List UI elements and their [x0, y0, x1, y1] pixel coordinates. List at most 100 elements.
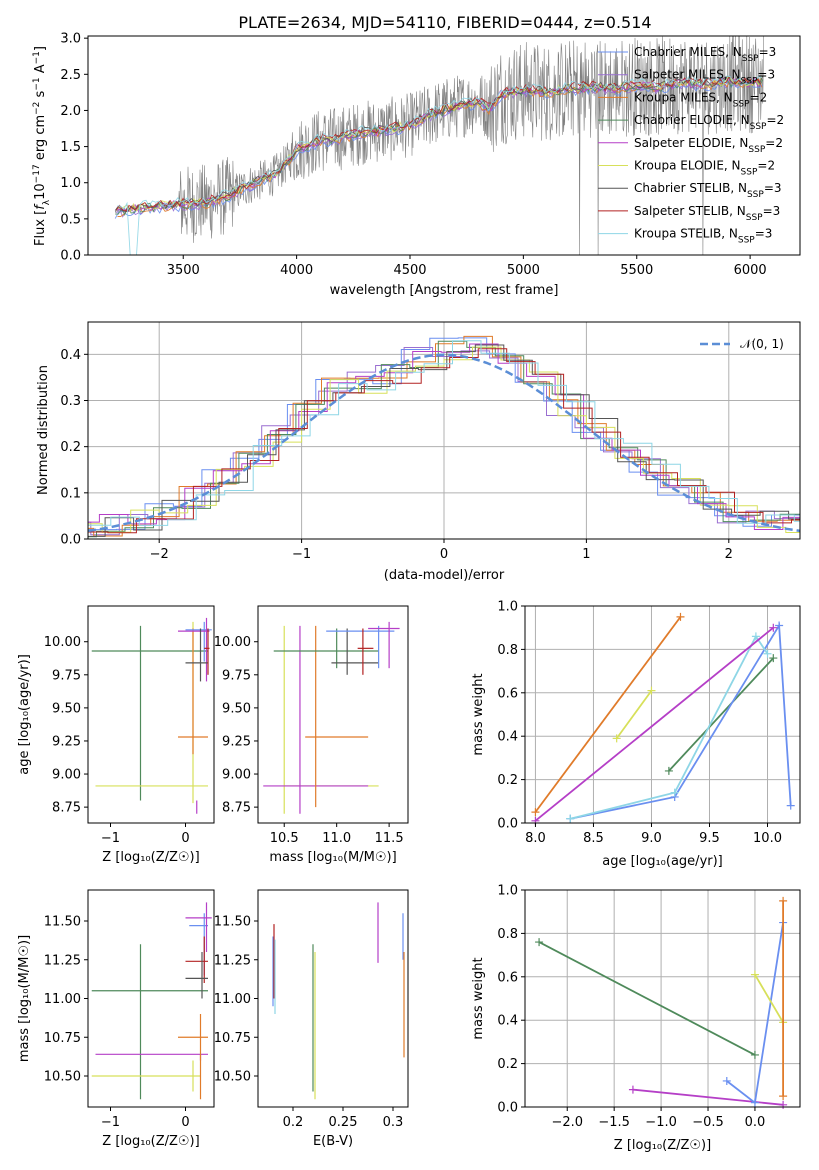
legend-label: 𝒩(0, 1) [740, 337, 784, 351]
age-vs-mass-xtick-label: 11.0 [322, 831, 351, 846]
spectrum-ytick-label: 0.5 [60, 212, 81, 227]
spectrum-xtick-label: 5000 [507, 263, 540, 278]
weight-vs-Z-point-marker [779, 896, 788, 905]
age-vs-Z-ytick-label: 9.00 [52, 768, 81, 783]
weight-vs-age-series-line [534, 616, 682, 813]
age-vs-mass-ytick-label: 9.25 [222, 734, 251, 749]
mass-vs-ebv-ytick-label: 11.50 [214, 915, 251, 930]
weight-vs-Z-frame [524, 889, 801, 1108]
weight-vs-Z-ytick-label: 1.0 [497, 884, 518, 899]
weight-vs-Z-point-marker [750, 970, 759, 979]
weight-vs-Z-xtick-label: −2.0 [551, 1115, 583, 1130]
mass-vs-ebv-ytick-label: 10.50 [214, 1070, 251, 1085]
residuals-ytick-label: 0.4 [60, 348, 81, 363]
weight-vs-Z-xtick-label: −1.5 [598, 1115, 630, 1130]
residuals-xtick-label: 0 [440, 547, 448, 562]
weight-vs-age-point-marker [676, 612, 685, 621]
residual-histogram [88, 337, 800, 531]
age-vs-mass-ytick-label: 10.00 [214, 635, 251, 650]
weight-vs-Z-point-marker [750, 1098, 759, 1107]
residuals-xtick-label: 1 [582, 547, 590, 562]
age-vs-mass-xlabel: mass [log₁₀(M/M☉)] [269, 850, 396, 865]
legend-label: Salpeter ELODIE, NSSP=2 [634, 136, 783, 155]
residuals-ytick-label: 0.1 [60, 486, 81, 501]
mass-vs-Z-ylabel: mass [log₁₀(M/M☉)] [17, 935, 32, 1062]
residuals-xtick-label: 2 [725, 547, 733, 562]
mass-vs-ebv-xtick-label: 0.3 [383, 1115, 404, 1130]
weight-vs-Z-series-line [754, 974, 784, 1023]
spectrum-ylabel: Flux [fλ10−17 erg cm−2 s−1 A−1] [32, 46, 52, 246]
spectrum-model-line [114, 75, 764, 212]
weight-vs-Z-point-marker [779, 1100, 788, 1109]
weight-vs-age-point-marker [751, 632, 760, 641]
weight-vs-Z-point-marker [722, 1076, 731, 1085]
weight-vs-age-point-marker [769, 623, 778, 632]
weight-vs-age-point-marker [531, 808, 540, 817]
data-layer [87, 35, 801, 1109]
mass-vs-Z-ytick-label: 10.50 [44, 1070, 81, 1085]
mass-vs-ebv-ytick-label: 11.25 [214, 953, 251, 968]
age-vs-Z-ytick-label: 9.50 [52, 701, 81, 716]
age-vs-mass-xtick-label: 11.5 [375, 831, 404, 846]
spectrum-ytick-label: 1.5 [60, 140, 81, 155]
weight-vs-age-series-line [534, 627, 774, 822]
weight-vs-age-ytick-label: 0.8 [497, 643, 518, 658]
weight-vs-Z-ytick-label: 0.0 [497, 1101, 518, 1116]
spectrum-xtick-label: 6000 [734, 263, 767, 278]
age-vs-mass-ytick-label: 9.75 [222, 668, 251, 683]
mass-vs-ebv-frame [257, 889, 409, 1108]
mass-vs-Z-frame [87, 889, 215, 1108]
age-vs-Z-xtick-label: −1 [101, 831, 120, 846]
weight-vs-age-point-marker [670, 788, 679, 797]
spectrum-data-line [114, 35, 764, 256]
spectrum-xtick-label: 5500 [620, 263, 653, 278]
residual-histogram [88, 346, 800, 533]
weight-vs-Z-xtick-label: 0.0 [745, 1115, 766, 1130]
weight-vs-age-point-marker [647, 686, 656, 695]
age-vs-mass-ytick-label: 8.75 [222, 801, 251, 816]
weight-vs-age-xtick-label: 8.5 [583, 831, 604, 846]
weight-vs-age-point-marker [786, 801, 795, 810]
weight-vs-Z-point-marker [628, 1085, 637, 1094]
spectrum-model-line [117, 75, 763, 256]
mass-vs-ebv-ytick-label: 11.00 [214, 992, 251, 1007]
residuals-ytick-label: 0.2 [60, 440, 81, 455]
residuals-xtick-label: −1 [292, 547, 311, 562]
residuals-ytick-label: 0.3 [60, 394, 81, 409]
weight-vs-age-series-line [570, 634, 769, 820]
mass-vs-Z-ytick-label: 11.50 [44, 915, 81, 930]
weight-vs-Z-point-marker [750, 1050, 759, 1059]
weight-vs-age-point-marker [664, 766, 673, 775]
mass-vs-Z-ytick-label: 10.75 [44, 1031, 81, 1046]
weight-vs-Z-point-marker [535, 938, 544, 947]
weight-vs-age-series-line [615, 690, 653, 739]
grid-layer [88, 322, 800, 1108]
residuals-xlabel: (data-model)/error [384, 568, 505, 583]
age-vs-Z-ytick-label: 8.75 [52, 801, 81, 816]
weight-vs-age-point-marker [612, 734, 621, 743]
age-vs-Z-ylabel: age [log₁₀(age/yr)] [17, 654, 32, 775]
weight-vs-Z-xlabel: Z [log₁₀(Z/Z☉)] [614, 1138, 711, 1153]
weight-vs-age-xlabel: age [log₁₀(age/yr)] [602, 854, 723, 869]
weight-vs-Z-ytick-label: 0.8 [497, 927, 518, 942]
age-vs-mass-ytick-label: 9.00 [222, 768, 251, 783]
weight-vs-age-xtick-label: 9.5 [699, 831, 720, 846]
weight-vs-Z-ytick-label: 0.2 [497, 1057, 518, 1072]
weight-vs-age-point-marker [566, 814, 575, 823]
residuals-ylabel: Normed distribution [36, 365, 51, 495]
legend-label: Kroupa ELODIE, NSSP=2 [634, 159, 775, 178]
spectrum-model-line [116, 77, 761, 213]
weight-vs-Z-ytick-label: 0.4 [497, 1014, 518, 1029]
weight-vs-Z-series-line [538, 941, 756, 1056]
age-vs-Z-xtick-label: 0 [181, 831, 189, 846]
mass-vs-Z-xtick-label: −1 [101, 1115, 120, 1130]
mass-vs-ebv-xlabel: E(B-V) [313, 1134, 353, 1149]
legend-label: Salpeter STELIB, NSSP=3 [634, 204, 780, 223]
weight-vs-Z-ylabel: mass weight [471, 957, 486, 1039]
age-vs-mass-frame [257, 605, 409, 824]
mass-vs-ebv-ytick-label: 10.75 [214, 1031, 251, 1046]
age-vs-Z-ytick-label: 9.75 [52, 668, 81, 683]
legend-label: Chabrier STELIB, NSSP=3 [634, 181, 782, 200]
mass-vs-Z-ytick-label: 11.00 [44, 992, 81, 1007]
weight-vs-Z-ytick-label: 0.6 [497, 970, 518, 985]
